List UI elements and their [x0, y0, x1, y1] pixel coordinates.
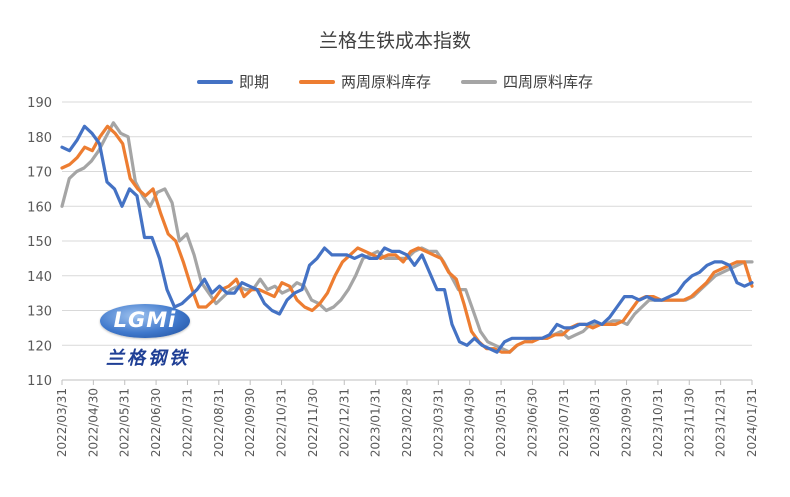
legend: 即期 两周原料库存 四周原料库存 [0, 71, 790, 92]
chart-title: 兰格生铁成本指数 [318, 30, 471, 52]
legend-swatch-four-week [461, 79, 497, 84]
logo-chinese-text: 兰格钢铁 [106, 348, 190, 369]
y-tick-label: 130 [27, 305, 52, 320]
y-tick-label: 150 [27, 235, 52, 250]
legend-item-spot: 即期 [196, 71, 269, 92]
y-tick-label: 170 [27, 166, 52, 181]
x-tick-label: 2023/09/30 [620, 388, 634, 457]
x-tick-label: 2023/11/30 [682, 388, 696, 457]
legend-item-four-week: 四周原料库存 [461, 71, 593, 92]
legend-swatch-spot [196, 79, 233, 84]
x-tick-label: 2022/03/31 [55, 388, 69, 457]
x-tick-label: 2023/02/28 [400, 388, 414, 457]
x-tick-label: 2024/01/31 [745, 388, 759, 457]
x-tick-label: 2023/01/31 [369, 388, 383, 457]
x-tick-label: 2023/10/31 [651, 388, 665, 457]
x-tick-label: 2023/03/31 [431, 388, 445, 457]
x-tick-label: 2023/08/31 [588, 388, 602, 457]
x-tick-label: 2022/05/31 [118, 388, 132, 457]
y-tick-label: 140 [27, 270, 52, 285]
x-tick-label: 2022/11/30 [306, 388, 320, 457]
logo-text: LGMi [113, 308, 177, 332]
x-tick-label: 2022/10/31 [275, 388, 289, 457]
x-tick-label: 2022/12/31 [337, 388, 351, 457]
brand-logo: LGMi 兰格钢铁 [98, 300, 198, 370]
y-tick-label: 160 [27, 200, 52, 215]
legend-label-four-week: 四周原料库存 [503, 73, 594, 91]
legend-label-spot: 即期 [238, 73, 269, 91]
y-tick-label: 120 [27, 339, 52, 354]
x-tick-label: 2022/09/30 [243, 388, 257, 457]
x-tick-label: 2023/06/30 [525, 388, 539, 457]
x-tick-label: 2022/07/31 [180, 388, 194, 457]
x-tick-label: 2022/06/30 [149, 388, 163, 457]
x-tick-label: 2023/12/31 [714, 388, 728, 457]
y-tick-label: 110 [27, 374, 52, 389]
x-tick-label: 2023/04/30 [463, 388, 477, 457]
y-tick-label: 180 [27, 131, 52, 146]
x-tick-label: 2023/07/31 [557, 388, 571, 457]
legend-swatch-two-week [298, 79, 335, 84]
legend-item-two-week: 两周原料库存 [298, 71, 431, 92]
legend-label-two-week: 两周原料库存 [340, 73, 431, 91]
x-tick-label: 2022/08/31 [212, 388, 226, 457]
y-tick-label: 190 [27, 96, 52, 111]
series-line [60, 124, 754, 354]
x-tick-label: 2023/05/31 [494, 388, 508, 457]
x-tick-label: 2022/04/30 [86, 388, 100, 457]
logo-badge-icon [100, 304, 190, 338]
